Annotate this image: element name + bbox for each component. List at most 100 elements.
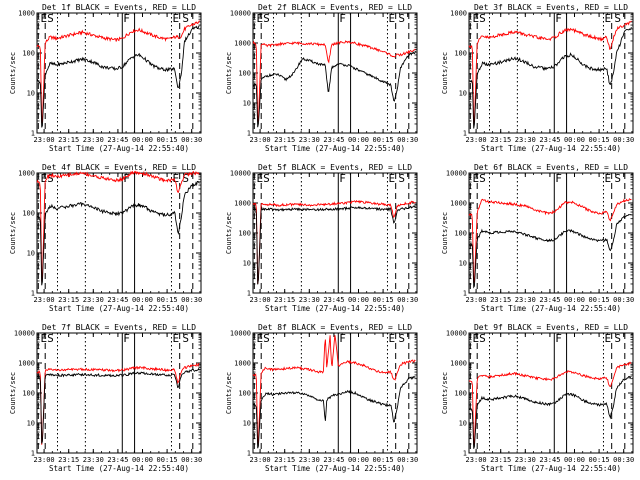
x-tick-label: 23:15 (58, 456, 79, 464)
plot-frame (252, 12, 418, 134)
x-tick-label: 23:45 (323, 456, 344, 464)
x-tick-label: 00:15 (589, 296, 610, 304)
x-axis-label: Start Time (27-Aug-14 22:55:40) (265, 304, 405, 313)
event-marker-label: S (182, 172, 189, 185)
chart-title: Det 6f BLACK = Events, RED = LLD (474, 163, 628, 172)
series-line-events (37, 367, 200, 444)
x-tick-label: 00:15 (589, 136, 610, 144)
event-marker-label: S (398, 332, 405, 345)
event-marker-label: F (555, 332, 562, 345)
y-axis-label: Counts/sec (9, 52, 17, 94)
series-line-lld (36, 170, 200, 282)
series-line-lld (468, 20, 632, 125)
plot-frame (468, 12, 634, 134)
x-tick-label: 23:00 (466, 456, 487, 464)
series-line-lld (468, 361, 632, 446)
y-tick-label: 10 (27, 250, 35, 258)
x-tick-label: 23:45 (323, 136, 344, 144)
event-marker-label: F (555, 172, 562, 185)
x-tick-label: 23:00 (250, 136, 271, 144)
y-tick-label: 100 (238, 390, 251, 398)
x-tick-label: 00:15 (373, 456, 394, 464)
plot-frame (36, 172, 202, 294)
event-marker-label: S (182, 332, 189, 345)
y-tick-label: 1 (463, 450, 467, 458)
x-tick-label: 00:15 (589, 456, 610, 464)
series-line-events (36, 25, 200, 128)
chart-title: Det 9f BLACK = Events, RED = LLD (474, 323, 628, 332)
y-tick-label: 100 (238, 70, 251, 78)
event-marker-label: F (123, 332, 130, 345)
chart-title: Det 7f BLACK = Events, RED = LLD (42, 323, 196, 332)
x-tick-label: 23:30 (83, 456, 104, 464)
y-tick-label: 100 (22, 210, 35, 218)
chart-panel-2: Det 2f BLACK = Events, RED = LLD 1 10 100 10… (225, 3, 418, 153)
x-tick-label: 23:45 (107, 136, 128, 144)
series-line-events (253, 375, 416, 449)
x-tick-label: 23:00 (34, 296, 55, 304)
event-marker-label: E (388, 172, 395, 185)
y-tick-label: 1000 (18, 10, 35, 18)
y-tick-label: 1 (247, 290, 251, 298)
y-axis-label: Counts/sec (441, 212, 449, 254)
x-tick-label: 23:30 (515, 296, 536, 304)
x-axis-label: Start Time (27-Aug-14 22:55:40) (481, 144, 621, 153)
event-marker-label: F (555, 12, 562, 25)
y-axis-label: Counts/sec (225, 52, 233, 94)
x-tick-label: 00:15 (157, 296, 178, 304)
x-tick-label: 23:15 (274, 136, 295, 144)
y-tick-label: 1 (31, 290, 35, 298)
chart-title: Det 3f BLACK = Events, RED = LLD (474, 3, 628, 12)
x-tick-label: 23:45 (539, 456, 560, 464)
x-axis-label: Start Time (27-Aug-14 22:55:40) (49, 304, 189, 313)
event-marker-label: S (614, 332, 621, 345)
x-axis-label: Start Time (27-Aug-14 22:55:40) (49, 464, 189, 473)
x-tick-label: 00:30 (613, 136, 634, 144)
event-marker-label: E (604, 172, 611, 185)
x-tick-label: 23:00 (250, 296, 271, 304)
y-tick-label: 10000 (14, 330, 35, 338)
x-tick-label: 23:15 (274, 296, 295, 304)
series-line-lld (36, 362, 200, 445)
y-axis-label: Counts/sec (441, 52, 449, 94)
plot-frame (252, 172, 418, 294)
x-tick-label: 00:15 (157, 456, 178, 464)
x-tick-label: 00:30 (613, 296, 634, 304)
y-tick-label: 1 (31, 450, 35, 458)
y-axis-label: Counts/sec (441, 372, 449, 414)
event-marker-label: F (123, 12, 130, 25)
event-marker-label: ES (40, 332, 53, 345)
y-tick-label: 10000 (230, 330, 251, 338)
y-tick-label: 1 (31, 130, 35, 138)
event-marker-label: E (172, 12, 179, 25)
x-tick-label: 23:00 (466, 296, 487, 304)
x-tick-label: 23:15 (274, 456, 295, 464)
y-tick-label: 1 (463, 290, 467, 298)
y-tick-label: 10 (243, 260, 251, 268)
y-tick-label: 1000 (18, 360, 35, 368)
y-tick-label: 10000 (230, 170, 251, 178)
x-tick-label: 23:15 (490, 136, 511, 144)
y-tick-label: 10 (243, 100, 251, 108)
event-marker-label: ES (472, 12, 485, 25)
x-axis-label: Start Time (27-Aug-14 22:55:40) (481, 304, 621, 313)
y-tick-label: 100 (238, 230, 251, 238)
event-marker-label: S (614, 12, 621, 25)
event-marker-label: S (614, 172, 621, 185)
y-tick-label: 10000 (230, 10, 251, 18)
y-tick-label: 10000 (446, 330, 467, 338)
x-tick-label: 23:30 (83, 136, 104, 144)
y-tick-label: 10 (459, 90, 467, 98)
x-axis-label: Start Time (27-Aug-14 22:55:40) (265, 464, 405, 473)
series-line-events (252, 205, 416, 285)
y-tick-label: 1000 (18, 170, 35, 178)
series-line-lld (252, 335, 416, 445)
x-tick-label: 00:00 (348, 456, 369, 464)
x-tick-label: 00:00 (564, 456, 585, 464)
event-marker-label: ES (472, 172, 485, 185)
event-marker-label: F (339, 172, 346, 185)
chart-panel-3: Det 3f BLACK = Events, RED = LLD 1 10 100 10… (441, 3, 634, 153)
y-tick-label: 100 (454, 50, 467, 58)
x-tick-label: 23:30 (515, 456, 536, 464)
